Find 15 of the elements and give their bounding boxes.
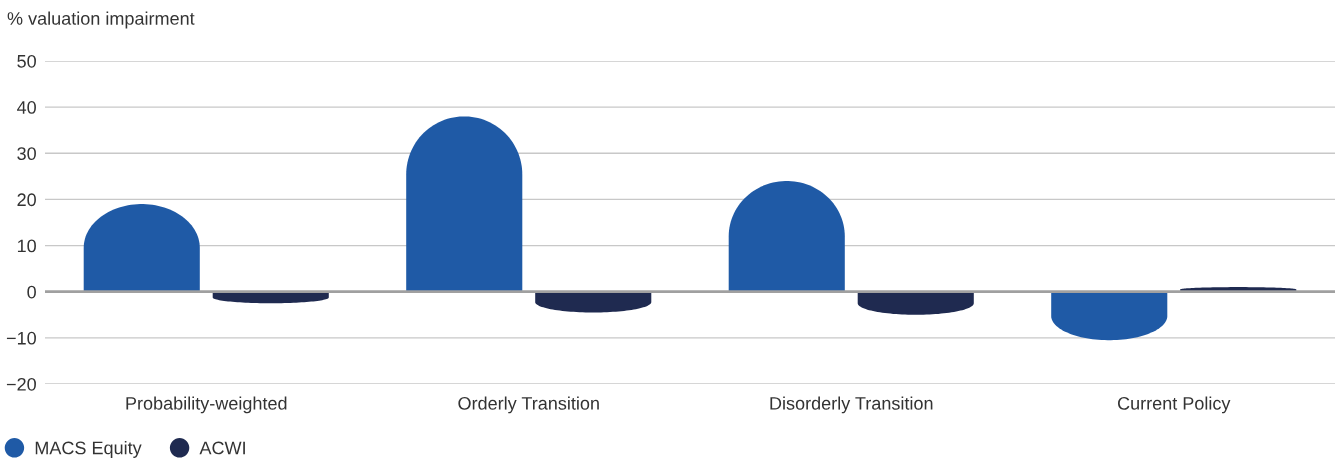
y-axis-title: % valuation impairment	[7, 11, 195, 29]
y-tick-label: −10	[6, 331, 36, 345]
y-tick-label: −20	[6, 377, 36, 391]
legend-label: MACS Equity	[35, 441, 142, 458]
x-tick-label: Current Policy	[1117, 396, 1231, 414]
y-tick-label: 20	[17, 193, 36, 207]
y-tick-label: 10	[17, 239, 36, 253]
y-tick-label: 50	[17, 54, 36, 68]
x-tick-label: Disorderly Transition	[770, 396, 933, 414]
x-tick-label: Orderly Transition	[458, 396, 599, 414]
y-tick-label: 30	[17, 147, 36, 161]
legend-label: ACWI	[199, 441, 245, 455]
y-tick-label: 40	[17, 101, 36, 114]
y-tick-label: 0	[27, 285, 36, 299]
x-tick-label: Probability-weighted	[126, 396, 287, 414]
